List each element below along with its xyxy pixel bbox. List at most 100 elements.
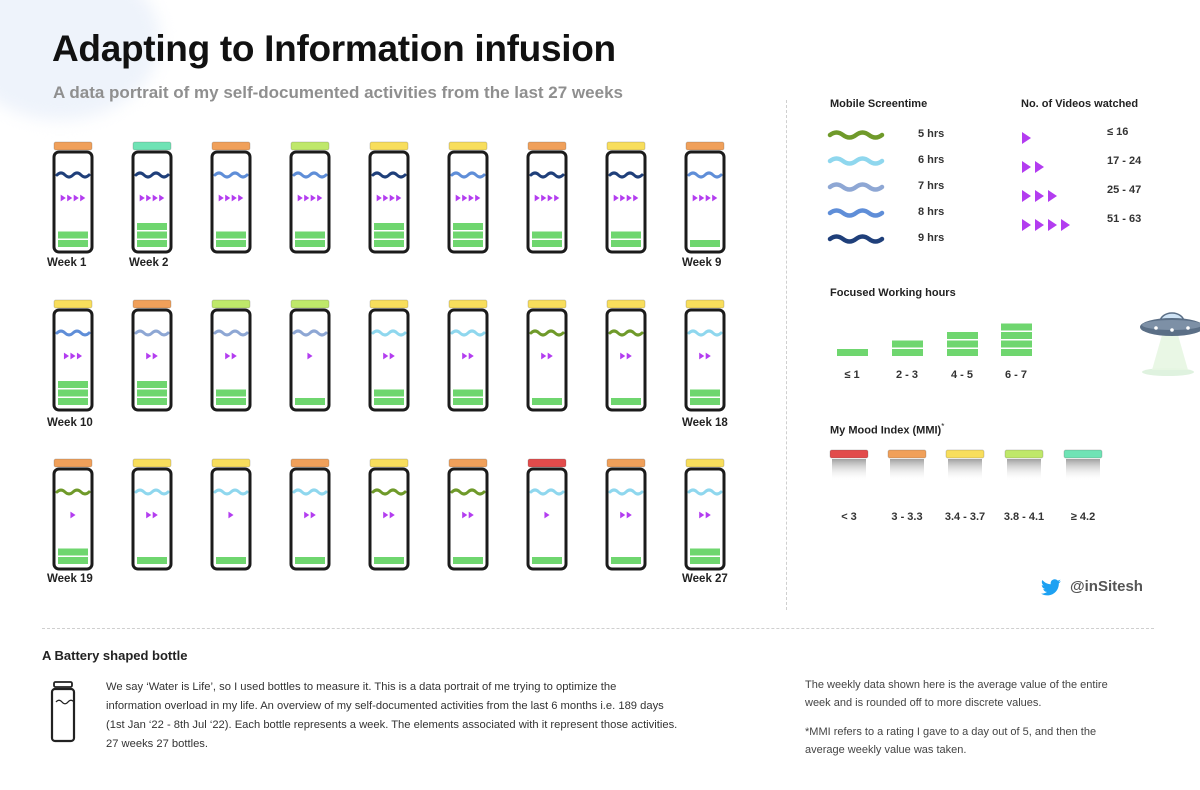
video-triangle xyxy=(705,511,711,519)
work-legend-bar xyxy=(947,349,978,356)
bottle-cap xyxy=(369,299,409,309)
video-triangle xyxy=(547,194,553,202)
video-triangle xyxy=(396,194,402,202)
work-bar xyxy=(216,398,246,405)
mood-legend-neck xyxy=(948,459,982,481)
bottle xyxy=(289,141,331,254)
video-triangle xyxy=(389,511,395,519)
work-legend-bar xyxy=(1001,323,1032,331)
bottle xyxy=(52,299,94,412)
twitter-icon[interactable] xyxy=(1040,579,1062,597)
mood-legend-cap xyxy=(829,449,869,459)
video-triangle xyxy=(146,352,152,360)
footer-note-average: The weekly data shown here is the averag… xyxy=(805,676,1165,712)
bottle-cap xyxy=(685,458,725,468)
work-legend-bar xyxy=(1001,349,1032,356)
screentime-wave xyxy=(213,171,249,179)
work-bar xyxy=(453,398,483,405)
screentime-wave xyxy=(371,329,407,337)
videos-legend-triangle xyxy=(1035,161,1044,173)
bottle xyxy=(368,299,410,412)
screentime-legend-label: 7 hrs xyxy=(918,180,945,192)
description-line: We say ‘Water is Life’, so I used bottle… xyxy=(106,681,617,693)
video-triangle xyxy=(541,352,547,360)
video-triangle xyxy=(152,194,158,202)
video-triangle xyxy=(462,194,468,202)
screentime-wave xyxy=(687,329,723,337)
work-bar xyxy=(58,398,88,405)
week-label: Week 27 xyxy=(682,573,728,585)
screentime-wave xyxy=(608,329,644,337)
screentime-wave xyxy=(450,329,486,337)
videos-legend-triangle xyxy=(1022,190,1031,202)
bottle-cap xyxy=(685,141,725,151)
ufo-icon xyxy=(1140,312,1200,376)
video-triangle xyxy=(310,194,316,202)
work-bar xyxy=(58,240,88,247)
video-triangle xyxy=(462,352,468,360)
screentime-legend-wave xyxy=(827,130,885,140)
bottle xyxy=(210,299,252,412)
video-triangle xyxy=(626,194,632,202)
bottle-cap xyxy=(211,141,251,151)
video-triangle xyxy=(146,511,152,519)
video-triangle xyxy=(626,352,632,360)
video-triangle xyxy=(152,352,158,360)
screentime-wave xyxy=(371,171,407,179)
bottle-cap xyxy=(606,458,646,468)
screentime-legend-wave xyxy=(827,208,885,218)
screentime-wave xyxy=(134,329,170,337)
bottle xyxy=(526,141,568,254)
video-triangle xyxy=(218,194,224,202)
video-triangle xyxy=(231,352,237,360)
credit-handle[interactable]: @inSitesh xyxy=(1070,578,1143,595)
work-bar xyxy=(137,557,167,564)
video-triangle xyxy=(310,511,316,519)
horizontal-divider xyxy=(42,628,1154,629)
work-legend-bar xyxy=(892,349,923,356)
videos-legend-triangle xyxy=(1048,190,1057,202)
note-line: The weekly data shown here is the averag… xyxy=(805,679,1108,691)
bottle-cap xyxy=(132,458,172,468)
screentime-wave xyxy=(134,488,170,496)
video-triangle xyxy=(692,194,698,202)
screentime-wave xyxy=(213,488,249,496)
bottle xyxy=(447,299,489,412)
bottle-cap xyxy=(448,299,488,309)
mood-legend-cap xyxy=(887,449,927,459)
work-bar xyxy=(374,223,404,230)
bottle xyxy=(605,141,647,254)
bottle xyxy=(210,141,252,254)
screentime-legend-label: 9 hrs xyxy=(918,232,945,244)
video-triangle xyxy=(139,194,145,202)
battery-bottle-icon xyxy=(50,681,76,743)
work-bar xyxy=(295,557,325,564)
work-bar xyxy=(374,557,404,564)
work-legend-label: 4 - 5 xyxy=(950,369,974,381)
video-triangle xyxy=(307,352,313,360)
mood-legend-asterisk: * xyxy=(941,422,945,431)
work-bar xyxy=(611,240,641,247)
video-triangle xyxy=(613,194,619,202)
week-label: Week 2 xyxy=(129,257,169,269)
video-triangle xyxy=(383,511,389,519)
bottle-cap xyxy=(290,299,330,309)
work-bar xyxy=(295,398,325,405)
page-subtitle: A data portrait of my self-documented ac… xyxy=(53,83,623,102)
bottle xyxy=(526,458,568,571)
video-triangle xyxy=(383,194,389,202)
screentime-wave xyxy=(213,329,249,337)
screentime-wave xyxy=(608,488,644,496)
work-bar xyxy=(58,231,88,239)
bottle xyxy=(289,299,331,412)
work-bar xyxy=(216,557,246,564)
video-triangle xyxy=(633,194,639,202)
screentime-wave xyxy=(687,171,723,179)
videos-legend-triangle xyxy=(1035,190,1044,202)
videos-legend-label: 51 - 63 xyxy=(1107,213,1142,225)
video-triangle xyxy=(60,194,66,202)
video-triangle xyxy=(304,194,310,202)
video-triangle xyxy=(705,352,711,360)
work-legend-bar xyxy=(1001,332,1032,339)
mood-legend-caps xyxy=(829,449,1103,481)
